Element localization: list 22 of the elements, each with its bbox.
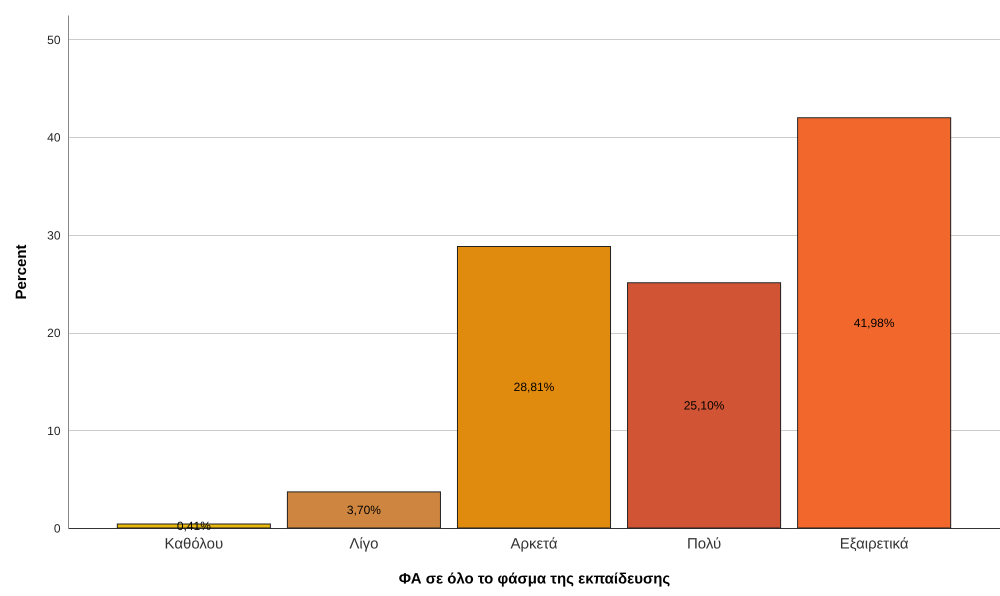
data-label: 0,41%: [176, 518, 212, 533]
x-tick-label: Καθόλου: [164, 536, 224, 552]
data-label: 28,81%: [514, 380, 555, 394]
bar: [627, 282, 782, 528]
x-tick-label: Λίγο: [349, 536, 379, 552]
data-label: 25,10%: [684, 398, 725, 412]
y-tick-label: 10: [47, 424, 61, 438]
data-label: 41,98%: [854, 316, 895, 330]
x-tick-label: Εξαιρετικά: [840, 536, 909, 552]
y-tick-label: 30: [47, 228, 61, 242]
data-label: 3,70%: [346, 502, 382, 517]
bar: [456, 246, 612, 528]
x-tick-label: Αρκετά: [510, 536, 558, 552]
y-tick-label: 20: [47, 326, 61, 340]
y-tick-label: 40: [47, 130, 61, 145]
y-tick-label: 0: [54, 522, 61, 536]
bar: [286, 491, 441, 528]
x-tick-label: Πολύ: [686, 536, 722, 552]
bar: [797, 117, 952, 528]
y-axis-title: Percent: [13, 244, 30, 300]
y-tick-label: 50: [47, 32, 61, 47]
x-axis-title: ΦΑ σε όλο το φάσμα της εκπαίδευσης: [398, 570, 670, 588]
